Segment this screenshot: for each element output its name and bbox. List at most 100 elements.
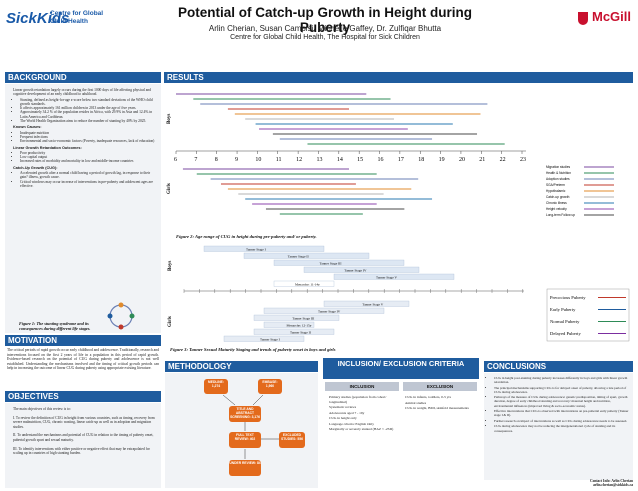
figure2-legend-label: Health & Nutrition	[546, 171, 571, 175]
figure3-boys-bar	[303, 266, 420, 273]
figure2-svg: Boys Girls 6 7 8 9 10 11 12 13 14 15 16 17 18 19 20 21 22 2…	[167, 93, 614, 217]
outcomes-heading: Linear Growth Retardation Outcomes:	[13, 145, 82, 150]
list-item: CUG in height only	[329, 416, 357, 420]
figure2-legend-label: Catch-up growth	[546, 195, 570, 199]
poster-authors: Arlin Cherian, Susan Campisi, Michelle G…	[208, 24, 442, 33]
list-item: Effective interventions that CUG is obse…	[494, 409, 629, 417]
background-intro: Linear growth retardation largely occurs…	[13, 88, 151, 97]
figure3-girls-label: Tanner Stage II	[290, 330, 312, 334]
figure3-girls-bar	[253, 314, 340, 321]
background-panel: Linear growth retardation largely occurs…	[5, 84, 161, 333]
list-item: Primary studies (population from cohort/…	[329, 395, 387, 404]
methodology-heading: METHODOLOGY	[165, 361, 318, 372]
figure2-tick-label: 21	[479, 157, 485, 163]
list-item: The World Health Organization aims to re…	[20, 119, 155, 123]
node-under-review: UNDER REVIEW: 84	[229, 460, 261, 476]
list-item: Frequent infections	[20, 135, 155, 139]
list-item: Approximately 34.2 % of the population r…	[20, 110, 155, 119]
background-heading: BACKGROUND	[5, 72, 161, 83]
figure2-tick-label: 20	[459, 157, 465, 163]
objective-item: II. To understand the mechanisms and pot…	[13, 433, 154, 442]
figure1-caption: Figure 1: The stunting syndrome and its …	[19, 321, 91, 331]
figure3-boys-label: Tanner Stage IV	[344, 268, 367, 272]
figure2-legend-label: Adoption studies	[546, 177, 570, 181]
figure2-tick-label: 22	[500, 157, 506, 163]
figure3-girls-label: Tanner Stage IV	[318, 309, 341, 313]
figure2-tick-label: 12	[296, 157, 302, 163]
figure3-legend-label: Early Puberty	[550, 307, 576, 312]
figure2-caption: Figure 2: Age range of CUG in height dur…	[176, 234, 317, 239]
node-embase: EMBASE: 1,960	[258, 379, 282, 394]
sickkids-logo-subtitle: Centre for Global Child Health	[50, 10, 104, 25]
list-item: Animal studies	[405, 400, 427, 405]
figure3-girls-bar	[323, 300, 410, 307]
contact-email[interactable]: arlin.cherian@sickkids.ca	[593, 483, 633, 488]
list-item: Critical windows may occur increase of i…	[20, 180, 155, 189]
figure3-row-label: Boys	[168, 261, 173, 271]
figure2-tick-label: 14	[337, 157, 343, 163]
conclusions-panel: CUG in height post-stunting during puber…	[484, 373, 633, 480]
inclusion-column-header: INCLUSION	[325, 382, 399, 391]
list-item: CUG in height post-stunting during puber…	[494, 376, 629, 384]
figure2-tick-label: 10	[255, 157, 261, 163]
figure3-legend-label: Precocious Puberty	[550, 295, 586, 300]
exclusion-list: CUG in infants, toddlers, 0-5 yrs Animal…	[405, 395, 475, 412]
contact-name: Contact Info: Arlin Cherian	[589, 479, 633, 483]
list-item: Environmental and socio-economic factors…	[20, 139, 155, 143]
list-item: Language criteria: English Only	[329, 421, 374, 426]
flow-arrows	[222, 394, 280, 459]
figure3-boys-label: Menarche: 11-14y	[295, 282, 320, 286]
figure2-row-label: Girls	[167, 183, 172, 194]
causes-heading: Known Causes:	[13, 125, 42, 130]
figure3-legend-label: Delayed Puberty	[550, 331, 581, 336]
list-item: Pathways of the measure of CUG during ad…	[494, 395, 629, 407]
sickkids-logo: SickKids	[6, 10, 70, 27]
figure3-girls-label: Menarche: 12-15y	[287, 323, 312, 327]
results-heading: RESULTS	[164, 72, 633, 83]
figure2-legend-label: Height velocity	[546, 207, 567, 211]
list-item: It affects approximately 161 million chi…	[20, 106, 155, 110]
figure3-row-label: Girls	[168, 316, 173, 327]
figure3-girls-label: Tanner Stage I	[260, 337, 281, 341]
list-item: Inadequate nutrition	[20, 131, 155, 135]
figure2-tick-label: 15	[357, 157, 363, 163]
figure3-boys-bar	[333, 273, 455, 280]
list-item: Stunting, defined as height-for-age z-sc…	[20, 98, 155, 107]
stunting-cycle-diagram	[107, 302, 135, 330]
motivation-text: The critical periods of rapid growth occ…	[7, 348, 159, 371]
list-item: Accelerated growth after a normal child …	[20, 171, 155, 180]
node-screening: TITLE AND ABSTRACT SCREENING: 3,176	[229, 406, 261, 422]
poster-institution: Centre for Global Child Health, The Hosp…	[230, 34, 420, 41]
list-item: The principal mechanisms supporting CUG …	[494, 386, 629, 394]
list-item: Poor productivity	[20, 151, 155, 155]
figure3-svg: Boys Girls Tanner Stage I Tanner Stage II Ta…	[168, 245, 630, 342]
objectives-intro: The main objectives of this review is to…	[13, 407, 71, 411]
objectives-panel: The main objectives of this review is to…	[5, 403, 161, 488]
figure2-tick-label: 19	[439, 157, 445, 163]
methodology-panel: MEDLINE: 1,274 EMBASE: 1,960 TITLE AND A…	[165, 373, 318, 488]
figure2-tick-label: 18	[418, 157, 424, 163]
figure2-legend-label: SGA/Preterm	[546, 183, 565, 187]
criteria-heading: INCLUSION/ EXCLUSION CRITERIA	[323, 358, 479, 379]
figure2-legend-label: Migration studies	[546, 165, 571, 169]
list-item: Increased rates of morbidity and mortali…	[20, 159, 155, 163]
figure2-tick-label: 16	[378, 157, 384, 163]
figure2-tick-label: 11	[276, 157, 282, 163]
figure2-chart: Boys Girls 6 7 8 9 10 11 12 13 14 15 16 17 18 19 20 21 22 2…	[164, 84, 633, 234]
conclusions-heading: CONCLUSIONS	[484, 361, 633, 372]
figure2-legend-label: Chronic illness	[546, 201, 567, 205]
objective-item: I. To review the definition of CUG in he…	[13, 415, 155, 429]
figure2-tick-label: 8	[215, 157, 218, 163]
figure3-girls-bar	[263, 321, 315, 328]
node-medline: MEDLINE: 1,274	[204, 379, 228, 394]
figure3-girls-label: Tanner Stage V	[362, 302, 384, 306]
list-item: CUG in weight, BMI, skinfold measurement…	[405, 406, 469, 410]
figure3-girls-bar	[223, 335, 305, 342]
figure3-boys-label: Tanner Stage II	[288, 254, 310, 258]
list-item: CUG in infants, toddlers, 0-5 yrs	[405, 395, 451, 399]
list-item: Systematic reviews	[329, 405, 357, 409]
poster-title: Potential of Catch-up Growth in Height d…	[178, 5, 472, 35]
figure3-boys-bar	[243, 252, 370, 259]
figure3-caption: Figure 3: Tanner Sexual Maturity Staging…	[170, 347, 336, 352]
list-item: CUG during adolescence may not be reduci…	[494, 424, 629, 432]
